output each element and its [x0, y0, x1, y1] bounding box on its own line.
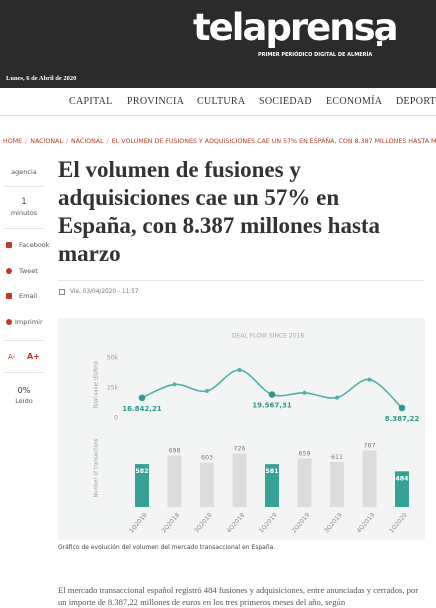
- date: Lunes, 6 de Abril de 2020: [6, 75, 77, 82]
- value-label: 767: [363, 442, 375, 449]
- value-label: 581: [265, 468, 278, 475]
- value-label: 659: [298, 450, 310, 457]
- share-icon: [6, 318, 12, 325]
- nav-item[interactable]: SOCIEDAD: [259, 96, 312, 107]
- y-tick-label: 0: [114, 415, 118, 422]
- point: [205, 389, 209, 393]
- bar: [395, 471, 409, 507]
- breadcrumb-separator: /: [106, 138, 109, 145]
- breadcrumb: HOME / NACIONAL / NACIONAL / EL VOLUMEN DE FUS…: [3, 128, 436, 147]
- point: [335, 395, 339, 400]
- point: [172, 382, 177, 387]
- breadcrumb-item[interactable]: NACIONAL: [71, 138, 104, 145]
- caption: Gráfico de evolución del volumen del mer…: [58, 544, 276, 551]
- value-label: 582: [135, 468, 148, 475]
- point: [367, 377, 372, 382]
- share-icon: [6, 267, 12, 274]
- progress-label: Leído: [15, 397, 33, 405]
- point: [302, 390, 307, 395]
- author: agencia: [11, 168, 37, 176]
- article-body: El mercado transaccional español registr…: [58, 585, 419, 607]
- separator: [4, 186, 44, 187]
- bar: [265, 464, 279, 507]
- separator: [4, 228, 44, 229]
- nav-item[interactable]: CAPITAL: [69, 96, 113, 107]
- value-label: 16.842,21: [122, 405, 162, 413]
- breadcrumb-item[interactable]: NACIONAL: [30, 138, 63, 145]
- breadcrumb-item[interactable]: EL VOLUMEN DE FUSIONES Y ADQUISICIONES C…: [111, 138, 436, 145]
- read-unit: minutos: [10, 209, 38, 217]
- bar: [330, 461, 344, 507]
- read-time: 1: [21, 197, 27, 207]
- bar: [200, 462, 214, 507]
- font-minus[interactable]: A-: [8, 353, 16, 361]
- article-title: El volumen de fusiones y adquisiciones c…: [58, 157, 381, 266]
- breadcrumb-item[interactable]: HOME: [3, 138, 23, 145]
- chart: DEAL FLOW SINCE 2018 Total value (EURm) 0 2…: [58, 318, 425, 540]
- bar: [362, 450, 377, 507]
- bar: [135, 464, 149, 507]
- header: telaprensa PRIMER PERIÓDICO DIGITAL DE A…: [0, 0, 436, 88]
- y-tick-label: 50k: [107, 355, 119, 362]
- y-axis-label: Total value (EURm): [94, 361, 100, 410]
- nav-item[interactable]: DEPORT: [396, 96, 436, 107]
- separator: [4, 340, 44, 341]
- calendar-icon: [59, 289, 65, 295]
- share-button[interactable]: Imprimir: [15, 317, 43, 326]
- share-icon: [6, 293, 12, 299]
- font-plus[interactable]: A+: [27, 352, 40, 361]
- bar: [232, 453, 247, 507]
- value-label: 611: [331, 454, 343, 461]
- share-button[interactable]: Tweet: [19, 266, 38, 275]
- article-date: Vie, 03/04/2020 - 11:57: [70, 289, 139, 295]
- share-icon: [6, 242, 12, 248]
- nav-item[interactable]: PROVINCIA: [127, 96, 185, 107]
- point: [268, 391, 276, 398]
- value-label: 484: [395, 475, 409, 482]
- y-tick-label: 25k: [107, 385, 119, 392]
- point: [237, 368, 242, 372]
- progress: 0%: [17, 386, 31, 395]
- bar: [167, 455, 182, 507]
- nav-item[interactable]: CULTURA: [197, 96, 246, 107]
- nav-bar: CAPITAL PROVINCIA CULTURA SOCIEDAD ECONOMÍA D…: [0, 88, 436, 116]
- share-button[interactable]: Email: [19, 292, 38, 300]
- breadcrumb-separator: /: [65, 138, 69, 145]
- value-label: 8.387,22: [385, 415, 420, 423]
- bar: [297, 458, 312, 507]
- tagline: PRIMER PERIÓDICO DIGITAL DE ALMERÍA: [258, 52, 373, 58]
- value-label: 19.567,31: [252, 402, 292, 410]
- y-axis-label: Number of transactions: [94, 438, 100, 497]
- breadcrumb-separator: /: [25, 138, 28, 145]
- logo-dot: [377, 41, 382, 46]
- point: [398, 404, 406, 412]
- separator: [4, 372, 44, 373]
- nav-item[interactable]: ECONOMÍA: [326, 96, 383, 107]
- value-label: 726: [233, 445, 245, 452]
- logo[interactable]: telaprensa: [193, 6, 399, 49]
- point: [138, 394, 146, 402]
- divider: [58, 280, 424, 281]
- value-label: 698: [168, 448, 180, 455]
- value-label: 603: [201, 455, 213, 462]
- share-button[interactable]: Facebook: [19, 241, 50, 249]
- chart-title: DEAL FLOW SINCE 2018: [232, 333, 304, 340]
